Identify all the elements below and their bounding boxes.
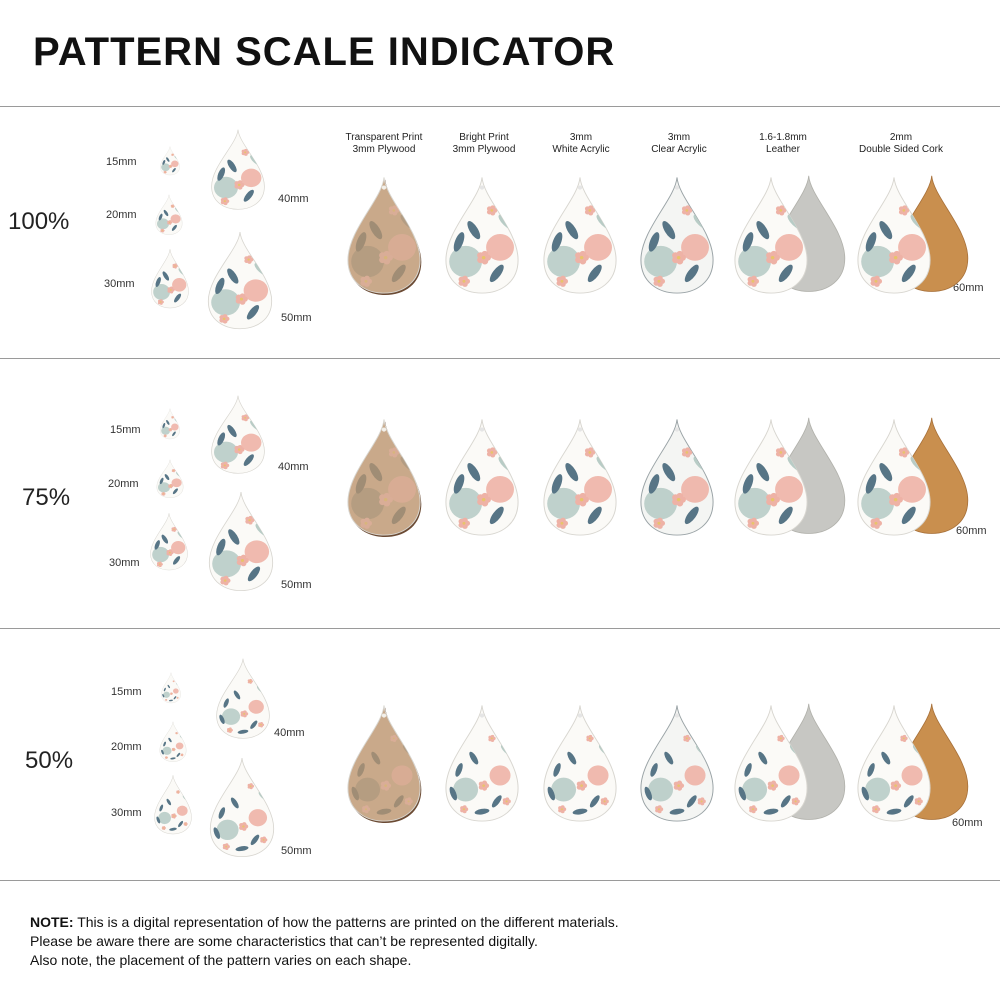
note-line-3: Also note, the placement of the pattern …: [30, 952, 412, 968]
size-sample-50-3: [154, 775, 192, 835]
material-sample-75-white: [543, 419, 617, 536]
material-sample-100-ply: [347, 177, 422, 296]
size-label-15mm: 15mm: [106, 156, 137, 168]
size-sample-50-1: [161, 672, 181, 704]
divider: [0, 358, 1000, 359]
size-sample-75-1: [160, 408, 180, 440]
divider: [0, 628, 1000, 629]
size-sample-50-5: [209, 757, 275, 858]
material-sample-75-cork: [857, 417, 969, 536]
material-sample-50-white: [445, 705, 519, 822]
note-line-2: Please be aware there are some character…: [30, 933, 538, 949]
material-sample-50-white: [543, 705, 617, 822]
material-sample-50-ply: [347, 705, 422, 824]
material-header-transparent-plywood: Transparent Print 3mm Plywood: [345, 132, 423, 155]
size-sample-100-2: [155, 194, 183, 235]
material-sample-75-white: [445, 419, 519, 536]
material-header-leather: 1.6-1.8mm Leather: [759, 132, 807, 155]
material-size-label: 60mm: [953, 282, 984, 294]
material-sample-50-clear: [640, 705, 714, 822]
scale-label: 50%: [25, 747, 74, 774]
size-sample-50-4: [216, 658, 270, 739]
size-label-40mm: 40mm: [278, 193, 309, 205]
size-sample-100-1: [160, 146, 180, 176]
size-label-40mm: 40mm: [274, 727, 305, 739]
size-label-30mm: 30mm: [109, 557, 140, 569]
note-line-1: This is a digital representation of how …: [73, 914, 619, 930]
size-label-20mm: 20mm: [108, 478, 139, 490]
size-sample-75-5: [208, 491, 274, 592]
material-header-clear-acrylic: 3mm Clear Acrylic: [651, 132, 707, 155]
note-label: NOTE:: [30, 914, 74, 930]
size-sample-50-2: [159, 721, 187, 762]
note-text: NOTE: This is a digital representation o…: [30, 913, 619, 970]
material-header-white-acrylic: 3mm White Acrylic: [552, 132, 610, 155]
material-sample-75-leather: [734, 417, 846, 536]
size-sample-75-3: [150, 513, 188, 571]
size-label-50mm: 50mm: [281, 312, 312, 324]
material-size-label: 60mm: [952, 817, 983, 829]
material-sample-75-clear: [640, 419, 714, 536]
material-sample-50-cork: [857, 703, 969, 822]
size-label-40mm: 40mm: [278, 461, 309, 473]
size-label-30mm: 30mm: [111, 807, 142, 819]
size-sample-100-3: [151, 249, 189, 309]
size-label-50mm: 50mm: [281, 579, 312, 591]
size-sample-100-4: [211, 129, 265, 210]
material-sample-100-leather: [734, 175, 846, 294]
scale-label: 75%: [22, 484, 71, 511]
size-label-15mm: 15mm: [110, 424, 141, 436]
divider: [0, 880, 1000, 881]
size-sample-75-2: [156, 459, 184, 498]
size-sample-100-5: [207, 231, 273, 330]
material-sample-100-cork: [857, 175, 969, 294]
size-sample-75-4: [211, 395, 265, 474]
material-sample-50-leather: [734, 703, 846, 822]
material-header-bright-plywood: Bright Print 3mm Plywood: [452, 132, 516, 155]
size-label-15mm: 15mm: [111, 686, 142, 698]
size-label-50mm: 50mm: [281, 845, 312, 857]
size-label-30mm: 30mm: [104, 278, 135, 290]
scale-label: 100%: [8, 208, 70, 235]
material-size-label: 60mm: [956, 525, 987, 537]
material-sample-100-white: [445, 177, 519, 294]
page-title: PATTERN SCALE INDICATOR: [33, 30, 616, 74]
divider: [0, 106, 1000, 107]
material-sample-100-white: [543, 177, 617, 294]
size-label-20mm: 20mm: [111, 741, 142, 753]
material-header-cork: 2mm Double Sided Cork: [859, 132, 943, 155]
size-label-20mm: 20mm: [106, 209, 137, 221]
material-sample-75-ply: [347, 419, 422, 538]
material-sample-100-clear: [640, 177, 714, 294]
